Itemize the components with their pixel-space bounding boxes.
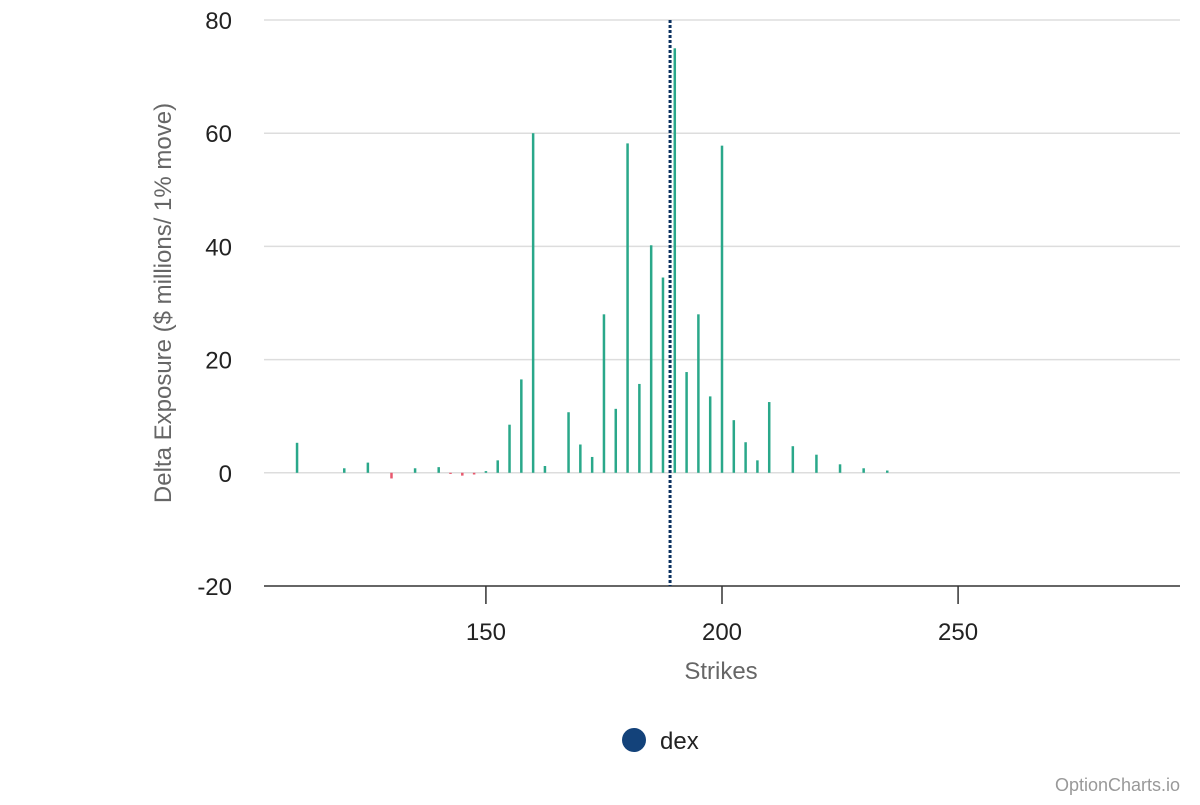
bar-strike-207_5[interactable] <box>756 460 759 473</box>
bar-strike-110[interactable] <box>295 442 299 473</box>
bar-strike-187_5[interactable] <box>661 277 665 473</box>
x-tick-label: 250 <box>938 619 978 646</box>
bar-strike-195[interactable] <box>697 314 700 473</box>
bar-strike-215[interactable] <box>791 446 795 473</box>
bars <box>295 48 889 479</box>
bar-strike-167_5[interactable] <box>567 412 570 473</box>
bar-strike-192_5[interactable] <box>685 372 688 473</box>
legend[interactable]: dex <box>622 728 699 755</box>
y-axis-title: Delta Exposure ($ millions/ 1% move) <box>150 103 177 503</box>
chart-credit: OptionCharts.io <box>1055 775 1180 795</box>
bar-strike-185[interactable] <box>649 245 653 473</box>
bar-strike-145[interactable] <box>461 472 464 476</box>
bar-strike-140[interactable] <box>437 467 440 473</box>
bar-strike-125[interactable] <box>366 462 370 473</box>
bar-strike-220[interactable] <box>815 454 818 473</box>
bar-strike-200[interactable] <box>720 145 724 473</box>
axes: -20 0 20 40 60 80 150 200 250 <box>197 8 1180 646</box>
bar-strike-175[interactable] <box>602 314 606 473</box>
bar-strike-230[interactable] <box>862 468 865 473</box>
bar-strike-155[interactable] <box>508 424 511 473</box>
bar-strike-120[interactable] <box>343 468 346 473</box>
bar-strike-210[interactable] <box>767 402 771 473</box>
legend-label-dex[interactable]: dex <box>660 728 699 755</box>
y-tick-label: 80 <box>205 8 232 35</box>
bar-strike-180[interactable] <box>626 143 629 473</box>
bar-strike-177_5[interactable] <box>614 408 618 473</box>
x-tick-label: 200 <box>702 619 742 646</box>
bar-strike-202_5[interactable] <box>732 420 736 473</box>
bar-strike-197_5[interactable] <box>708 396 712 473</box>
y-tick-label: 40 <box>205 234 232 261</box>
bar-strike-172_5[interactable] <box>590 456 594 473</box>
bar-strike-160[interactable] <box>531 133 535 473</box>
y-tick-label: 0 <box>219 461 232 488</box>
bar-strike-162_5[interactable] <box>543 466 547 473</box>
bar-strike-130[interactable] <box>390 472 393 479</box>
y-tick-label: 60 <box>205 121 232 148</box>
bar-strike-150[interactable] <box>484 471 488 473</box>
bar-strike-225[interactable] <box>838 464 842 473</box>
x-axis-title: Strikes <box>684 658 757 685</box>
bar-strike-135[interactable] <box>413 468 417 473</box>
bar-strike-170[interactable] <box>579 444 582 473</box>
legend-marker-dex[interactable] <box>622 728 646 752</box>
bar-strike-205[interactable] <box>744 442 747 473</box>
bar-strike-182_5[interactable] <box>638 383 641 473</box>
y-tick-label: -20 <box>197 574 232 601</box>
bar-strike-157_5[interactable] <box>520 379 523 473</box>
bar-strike-152_5[interactable] <box>496 460 499 473</box>
x-tick-label: 150 <box>466 619 506 646</box>
bar-strike-190[interactable] <box>673 48 677 473</box>
y-tick-label: 20 <box>205 348 232 375</box>
bar-strike-235[interactable] <box>886 470 889 473</box>
bar-strike-147_5[interactable] <box>472 472 476 475</box>
bar-strike-142_5[interactable] <box>449 472 452 474</box>
